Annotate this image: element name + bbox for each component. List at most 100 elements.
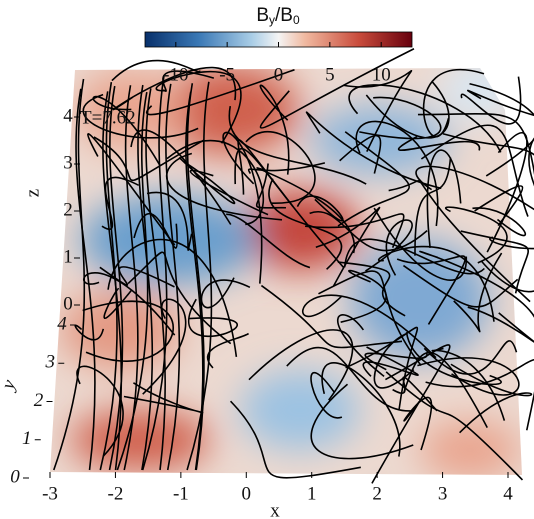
z-tick-label: 3 xyxy=(63,152,73,173)
field-line xyxy=(343,70,413,152)
x-tick-label: -2 xyxy=(108,483,124,504)
x-tick-label: 4 xyxy=(503,483,513,504)
field-line xyxy=(82,93,199,139)
field-line xyxy=(185,91,204,471)
field-line xyxy=(142,298,187,395)
field-line xyxy=(397,135,481,152)
field-line xyxy=(336,314,385,378)
field-line xyxy=(296,195,344,222)
y-axis-label: y xyxy=(0,377,20,395)
field-line xyxy=(343,238,485,275)
label-part: B xyxy=(256,5,269,26)
field-line xyxy=(385,371,524,481)
field-line xyxy=(92,95,162,167)
field-line xyxy=(111,59,201,82)
field-line xyxy=(130,129,232,225)
field-line xyxy=(304,213,405,248)
field-line xyxy=(467,89,534,117)
field-line xyxy=(310,383,414,460)
field-line xyxy=(371,344,451,484)
field-line xyxy=(75,88,96,471)
field-line xyxy=(480,260,534,293)
field-line xyxy=(444,206,508,264)
field-line xyxy=(392,376,438,412)
field-line xyxy=(259,84,290,175)
field-line xyxy=(245,130,316,204)
field-line xyxy=(222,131,263,284)
field-line xyxy=(228,105,367,185)
field-line xyxy=(101,176,140,230)
field-line xyxy=(489,236,534,250)
field-line xyxy=(339,135,382,174)
field-line xyxy=(414,157,452,256)
field-line xyxy=(247,162,326,174)
y-tick-label: 3 xyxy=(45,352,56,373)
y-tick-label: 2 xyxy=(34,390,44,411)
x-tick-label: -3 xyxy=(42,483,58,504)
field-line xyxy=(107,238,238,357)
field-line xyxy=(229,400,361,479)
field-line xyxy=(116,91,149,471)
z-tick-label: 4 xyxy=(63,105,73,126)
field-line xyxy=(234,148,345,268)
colorbar-tick-label: -5 xyxy=(219,64,235,85)
field-line xyxy=(426,149,462,248)
colorbar-tick-label: 5 xyxy=(325,64,335,85)
field-line xyxy=(123,382,204,414)
field-line xyxy=(431,347,506,421)
y-tick-label: 4 xyxy=(57,313,67,334)
field-line xyxy=(405,331,502,386)
y-tick-label: 0 xyxy=(10,466,20,487)
time-label: T=7.62 xyxy=(80,107,136,128)
field-line xyxy=(420,124,529,217)
colorbar-label: By/B0 xyxy=(256,5,300,27)
field-line xyxy=(403,396,433,451)
z-axis-label: z xyxy=(22,189,43,197)
field-line xyxy=(377,245,495,322)
field-line xyxy=(425,359,534,431)
field-line xyxy=(188,298,239,338)
field-line xyxy=(467,306,534,343)
field-line xyxy=(99,82,118,471)
field-line xyxy=(301,294,437,359)
field-line xyxy=(340,269,387,323)
label-part: 0 xyxy=(293,13,300,27)
field-line xyxy=(423,340,518,375)
field-line xyxy=(442,133,534,156)
field-line xyxy=(355,120,439,227)
field-line xyxy=(102,91,123,471)
field-line xyxy=(93,136,205,182)
label-part: y xyxy=(269,13,275,27)
field-line xyxy=(365,219,413,276)
z-tick-label: 1 xyxy=(63,246,73,267)
field-line xyxy=(141,75,168,471)
field-line xyxy=(127,251,232,345)
field-line xyxy=(166,140,265,226)
field-line xyxy=(248,329,354,401)
colorbar-tick-label: 0 xyxy=(274,64,284,85)
field-line xyxy=(417,112,534,175)
field-line xyxy=(108,85,124,471)
x-tick-label: -1 xyxy=(173,483,189,504)
x-axis-label: x xyxy=(270,500,280,519)
field-line xyxy=(165,83,181,471)
field-line xyxy=(309,210,428,252)
field-line xyxy=(388,180,531,303)
field-line xyxy=(365,81,450,139)
colorbar-tick-label: 10 xyxy=(372,64,391,85)
field-line xyxy=(145,88,166,471)
label-part: /B xyxy=(275,5,293,26)
field-line xyxy=(485,137,534,187)
z-tick-label: 0 xyxy=(63,293,73,314)
field-line xyxy=(255,163,286,209)
field-line xyxy=(155,70,242,144)
x-tick-label: 0 xyxy=(242,483,252,504)
field-line xyxy=(359,96,442,140)
x-tick-label: 2 xyxy=(372,483,382,504)
field-line xyxy=(469,82,534,117)
field-line xyxy=(419,250,534,343)
y-tick-label: 1 xyxy=(22,428,32,449)
field-line xyxy=(259,48,415,129)
field-line xyxy=(474,185,524,227)
